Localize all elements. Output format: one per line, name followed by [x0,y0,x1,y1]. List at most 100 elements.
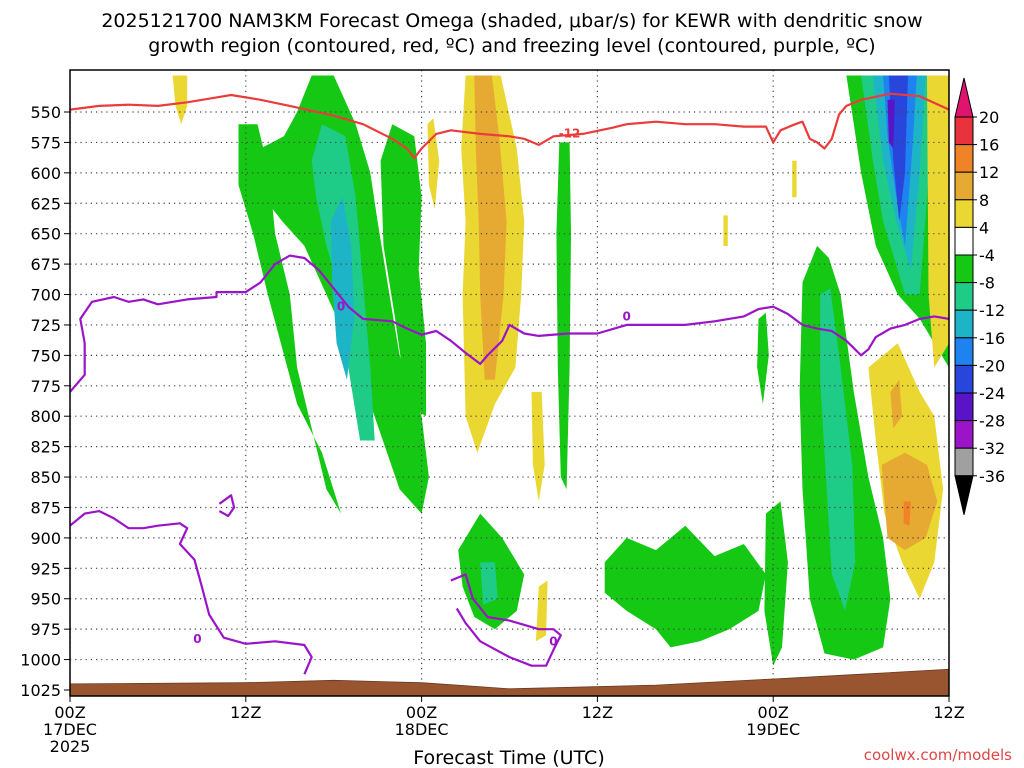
y-axis: 550 575 600 625 650 675 700 725 750 775 800 825 850 8… [20,103,70,700]
y-tick-label: 550 [30,103,61,122]
omega-region [556,142,571,490]
dgz-contour-line [70,92,949,160]
colorbar-label: -24 [979,384,1005,403]
y-tick-label: 975 [30,620,61,639]
colorbar-segment [954,171,974,201]
x-tick-label: 17DEC [43,720,97,739]
x-tick-label: 19DEC [746,720,800,739]
plot-area: -12 0 0 0 0 [70,70,949,696]
colorbar-segment [954,199,974,228]
x-tick-label: 00Z [406,703,437,722]
omega-region [172,75,188,125]
y-tick-label: 725 [30,316,61,335]
omega-region [764,501,788,666]
colorbar-label: 16 [979,136,999,155]
x-tick-label: 12Z [230,703,261,722]
y-tick-label: 575 [30,133,61,152]
chart-title-line-1: 2025121700 NAM3KM Forecast Omega (shaded… [101,10,922,32]
chart-title-line-2: growth region (contoured, red, ºC) and f… [148,35,875,57]
colorbar-label: -20 [979,356,1005,375]
y-tick-label: 900 [30,529,61,548]
colorbar-segment [954,282,974,311]
y-tick-label: 700 [30,286,61,305]
freezing-contour-label: 0 [193,632,201,646]
omega-region [890,379,903,429]
omega-region [757,312,769,404]
x-tick-label: 00Z [54,703,85,722]
omega-region [535,580,548,642]
plot-frame [69,69,950,697]
colorbar-segment [954,392,974,422]
y-tick-label: 1000 [20,651,61,670]
freezing-contour-line [70,254,949,393]
y-tick-label: 925 [30,559,61,578]
colorbar-label: 4 [979,218,989,237]
y-tick-label: 825 [30,438,61,457]
colorbar-label: 20 [979,108,999,127]
freezing-level-contours: 0 0 0 0 [70,254,949,695]
y-tick-label: 800 [30,407,61,426]
omega-region [792,160,797,198]
omega-region [887,99,895,149]
y-tick-label: 750 [30,346,61,365]
omega-region [820,288,856,611]
colorbar-segment [954,420,974,449]
colorbar-label: -36 [979,467,1005,486]
omega-shading [172,75,949,666]
y-tick-label: 875 [30,498,61,517]
colorbar-segment [954,144,974,173]
freezing-contour-label: 0 [337,300,345,314]
colorbar-label: -32 [979,439,1005,458]
omega-region [903,501,911,526]
colorbar-label: -4 [979,246,995,265]
colorbar-label: 8 [979,191,989,210]
colorbar-bottom-arrow [954,475,974,515]
colorbar-segment [954,116,974,146]
y-tick-label: 950 [30,590,61,609]
colorbar-segment [954,254,974,284]
dgz-contour-label: -12 [559,127,581,141]
terrain-fill [70,668,949,696]
y-tick-label: 675 [30,255,61,274]
colorbar-label: 12 [979,163,999,182]
omega-region [238,124,341,514]
colorbar: 20 16 12 8 4 -4 -8 -12 -16 -20 -24 -28 -32 -36 [954,77,1005,515]
x-tick-label: 18DEC [395,720,449,739]
freezing-contour-label: 0 [623,309,631,323]
colorbar-segment [954,226,974,256]
y-tick-label: 600 [30,164,61,183]
freezing-contour-line [450,573,562,667]
dendritic-growth-contours: -12 [70,92,949,160]
omega-region [474,75,507,380]
omega-region [604,525,766,648]
colorbar-segment [954,337,974,366]
x-tick-label: 12Z [582,703,613,722]
colorbar-label: -8 [979,274,995,293]
colorbar-segment [954,447,974,477]
y-tick-label: 775 [30,377,61,396]
x-tick-label: 00Z [758,703,789,722]
omega-region [380,124,426,417]
freezing-contour-line [70,510,313,675]
x-tick-label: 12Z [933,703,964,722]
terrain-area [70,668,949,696]
y-tick-label: 1025 [20,681,61,700]
colorbar-segment [954,309,974,339]
y-tick-label: 650 [30,225,61,244]
colorbar-segment [954,364,974,394]
grid-lines [70,70,949,696]
freezing-contour-line [218,494,236,518]
colorbar-label: -12 [979,301,1005,320]
omega-region [927,75,949,368]
credit-text: coolwx.com/models [864,746,1012,764]
colorbar-label: -28 [979,412,1005,431]
colorbar-label: -16 [979,329,1005,348]
omega-region [480,562,498,605]
x-axis-label: Forecast Time (UTC) [413,747,604,768]
y-tick-label: 625 [30,194,61,213]
freezing-contour-label: 0 [549,634,557,648]
y-tick-label: 850 [30,468,61,487]
x-tick-label: 2025 [50,737,91,756]
